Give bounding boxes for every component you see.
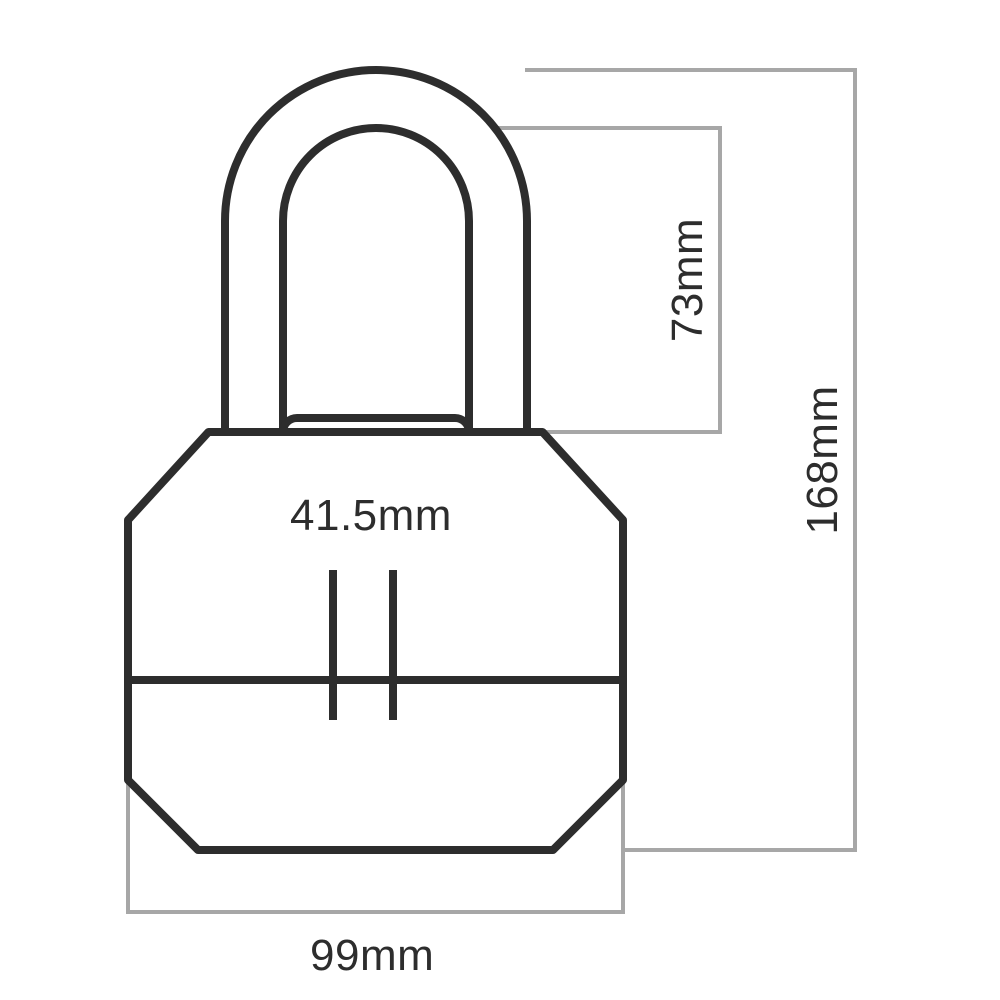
padlock-dimension-diagram: 41.5mm 73mm 168mm 99mm [0, 0, 1000, 1000]
dim-shackle-inner-width-label: 41.5mm [290, 491, 452, 540]
dim-overall-height-label: 168mm [798, 385, 847, 534]
dim-overall-width-label: 99mm [310, 931, 434, 980]
padlock-outline-layer [128, 70, 623, 850]
dim-shackle-height-label: 73mm [663, 218, 712, 342]
shackle [225, 70, 527, 432]
